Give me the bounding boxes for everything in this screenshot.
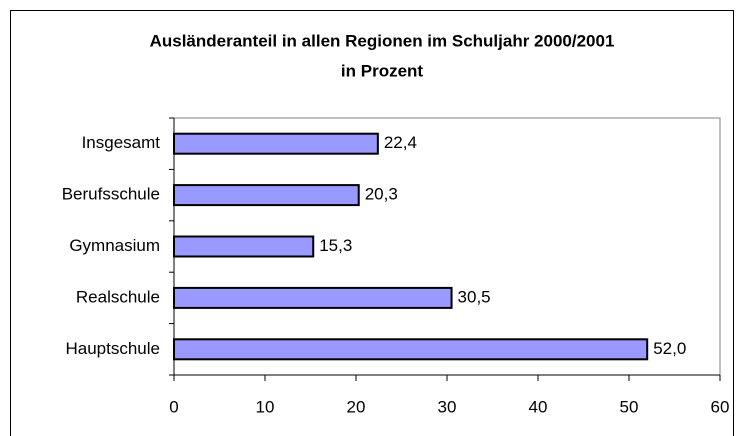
x-tick-label: 60 (711, 397, 730, 416)
bar (173, 184, 360, 207)
y-tick-label: Gymnasium (69, 236, 160, 255)
bar (173, 132, 379, 155)
chart-title: Ausländeranteil in allen Regionen im Sch… (150, 31, 615, 50)
value-label: 52,0 (653, 339, 686, 358)
x-tick-label: 0 (169, 397, 178, 416)
x-tick-label: 40 (529, 397, 548, 416)
y-tick-label: Realschule (76, 287, 160, 306)
y-tick-label: Berufsschule (62, 185, 160, 204)
value-label: 15,3 (319, 236, 352, 255)
y-tick-label: Hauptschule (65, 339, 160, 358)
value-label: 22,4 (384, 133, 417, 152)
x-tick-label: 50 (620, 397, 639, 416)
y-tick-label: Insgesamt (82, 133, 161, 152)
x-tick-label: 30 (438, 397, 457, 416)
x-tick-label: 20 (347, 397, 366, 416)
value-label: 30,5 (458, 287, 491, 306)
bar (173, 286, 453, 309)
value-label: 20,3 (365, 185, 398, 204)
bar (173, 235, 315, 258)
x-tick-label: 10 (256, 397, 275, 416)
bar (173, 338, 649, 361)
chart-border (10, 10, 734, 436)
chart-subtitle: in Prozent (341, 61, 424, 80)
